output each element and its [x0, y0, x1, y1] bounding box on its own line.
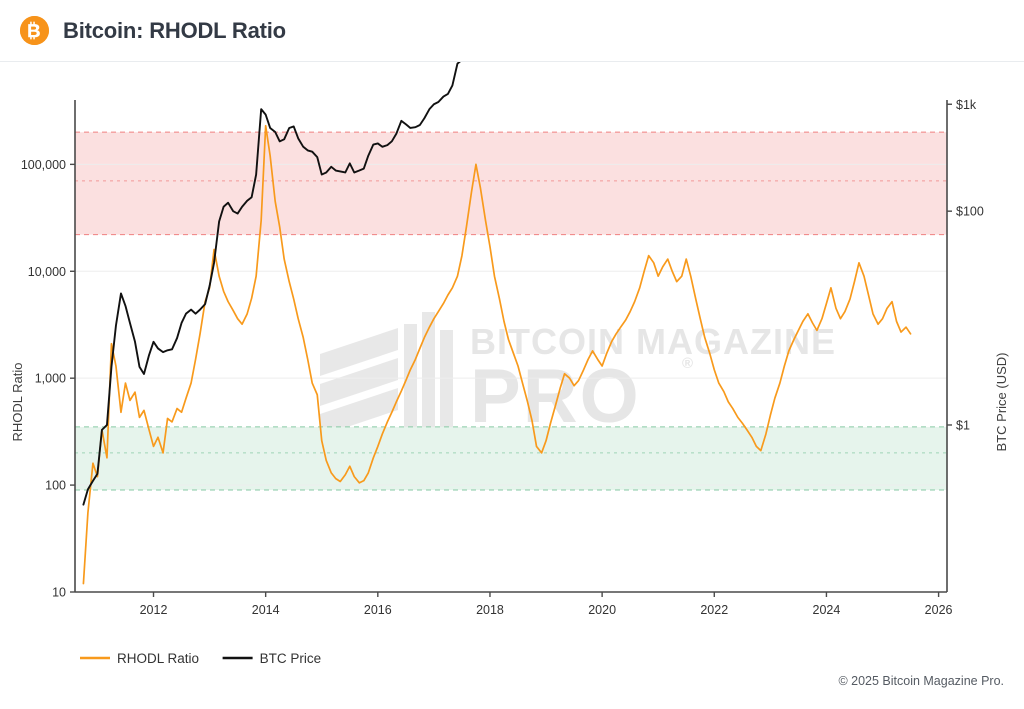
x-tick-label: 2014 — [252, 603, 280, 617]
axes-frame — [74, 100, 948, 593]
y2-axis-title: BTC Price (USD) — [994, 353, 1009, 452]
y2-tick-label: $100 — [956, 205, 984, 219]
y-axis-title: RHODL Ratio — [10, 363, 25, 442]
copyright-notice: © 2025 Bitcoin Magazine Pro. — [838, 674, 1004, 688]
chart-container: BITCOIN MAGAZINE PRO ® 10 100 1,000 10,000 100… — [0, 62, 1024, 709]
y2-tick-label: $1k — [956, 98, 977, 112]
series-layer — [82, 62, 912, 585]
y-tick-label: 10 — [52, 586, 66, 600]
x-tick-label: 2026 — [925, 603, 953, 617]
watermark-registered: ® — [682, 355, 693, 372]
y-tick-label: 100,000 — [21, 158, 66, 172]
x-tick-label: 2024 — [813, 603, 841, 617]
legend-label: RHODL Ratio — [117, 651, 199, 666]
legend-item[interactable]: RHODL Ratio — [80, 651, 199, 666]
page-title: Bitcoin: RHODL Ratio — [63, 17, 286, 43]
watermark-line1: BITCOIN MAGAZINE — [470, 321, 836, 362]
y-tick-label: 10,000 — [28, 265, 66, 279]
band-layer — [75, 131, 947, 491]
legend-label: BTC Price — [260, 651, 322, 666]
page-header: Bitcoin: RHODL Ratio — [0, 0, 1024, 62]
series-line-btc-price — [82, 62, 461, 506]
tick-labels: 101001,00010,000100,000$1$100$1k$10k$100… — [21, 98, 984, 617]
chart-legend[interactable]: RHODL Ratio BTC Price — [80, 651, 321, 666]
x-tick-label: 2018 — [476, 603, 504, 617]
bitcoin-icon — [20, 16, 49, 45]
series-line-rhodl-ratio — [82, 124, 912, 585]
y2-tick-label: $1 — [956, 418, 970, 432]
x-tick-label: 2022 — [700, 603, 728, 617]
x-tick-label: 2012 — [140, 603, 168, 617]
legend-item[interactable]: BTC Price — [222, 651, 322, 666]
overbought-band — [75, 132, 947, 235]
x-tick-label: 2020 — [588, 603, 616, 617]
oversold-band — [75, 426, 947, 490]
watermark-line2: PRO — [470, 354, 641, 439]
y-tick-label: 100 — [45, 479, 66, 493]
x-tick-label: 2016 — [364, 603, 392, 617]
y-tick-label: 1,000 — [35, 372, 66, 386]
